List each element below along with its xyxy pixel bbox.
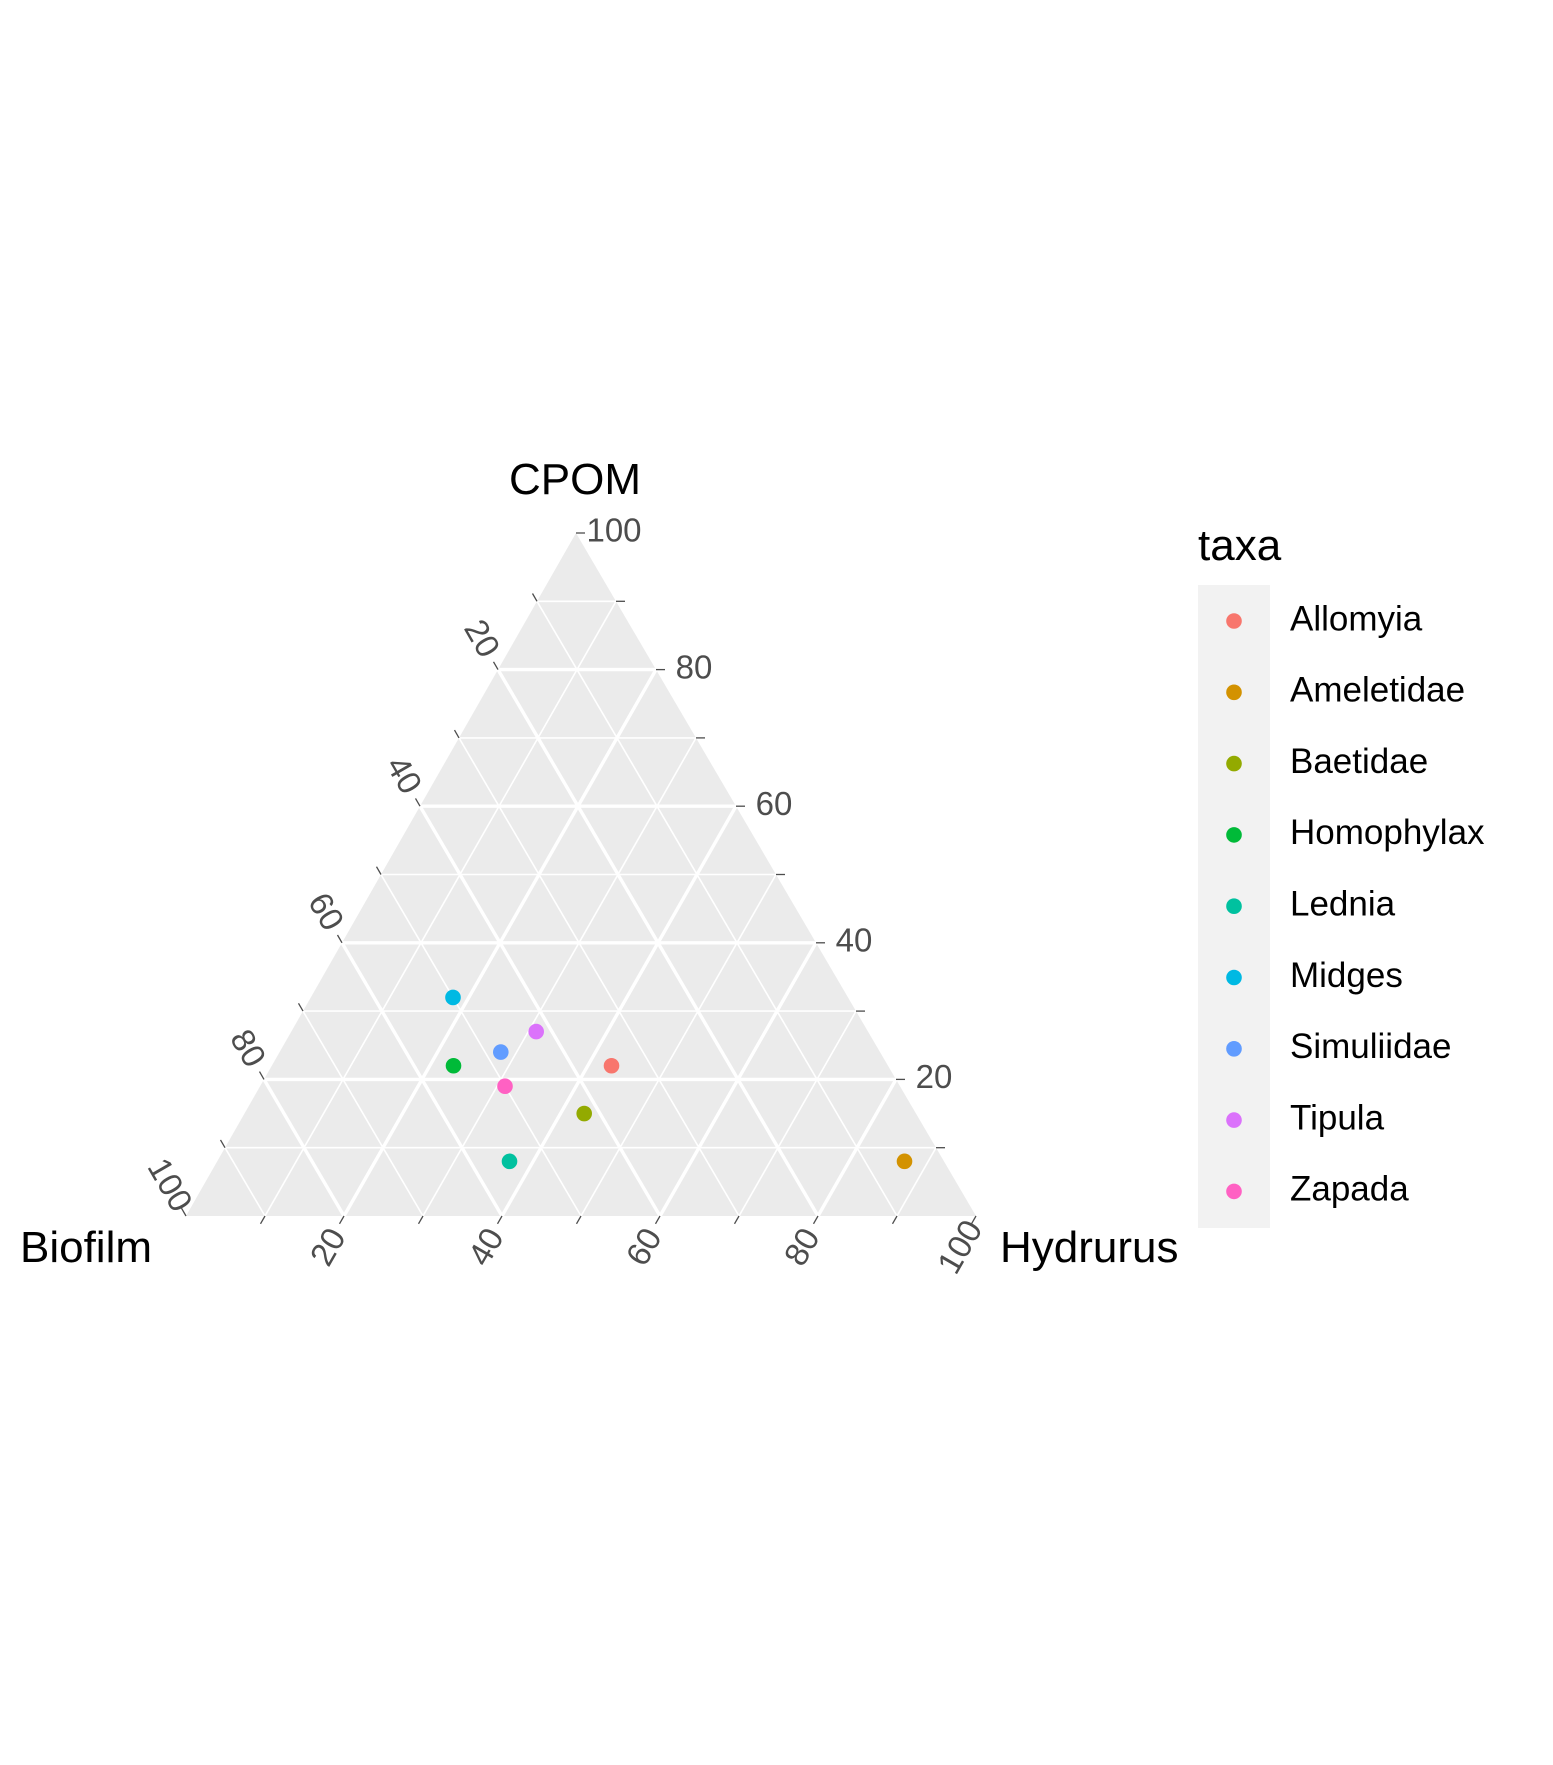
tick-label-hydrurus-60: 60 — [618, 1221, 668, 1271]
legend: taxa Allomyia Ameletidae Baetidae Homophyla… — [1198, 521, 1485, 1228]
tick-label-biofilm-80: 80 — [223, 1023, 273, 1073]
axis-title-right: Hydrurus — [1000, 1223, 1179, 1272]
tick-label-hydrurus-20: 20 — [302, 1221, 352, 1271]
tick-biofilm-90 — [219, 1139, 226, 1149]
gridline-biofilm-90-minor — [224, 1147, 266, 1217]
tick-biofilm-20 — [492, 661, 499, 670]
tick-label-biofilm-20: 20 — [457, 613, 507, 663]
legend-label-ameletidae: Ameletidae — [1290, 671, 1465, 710]
tick-hydrurus-50 — [575, 1215, 582, 1225]
point-ameletidae — [896, 1153, 913, 1170]
gridline-biofilm-50-minor — [380, 874, 582, 1217]
legend-key-tipula — [1226, 1112, 1242, 1128]
legend-key-allomyia — [1226, 613, 1242, 629]
point-tipula — [528, 1023, 544, 1040]
point-baetidae — [576, 1105, 592, 1122]
gridline-hydrurus-60-major — [658, 941, 818, 1217]
legend-items: Allomyia Ameletidae Baetidae Homophylax Ledn… — [1226, 599, 1485, 1209]
gridline-hydrurus-70-minor — [738, 1010, 857, 1217]
legend-label-simuliidae: Simuliidae — [1290, 1027, 1451, 1066]
tick-biofilm-70 — [297, 1002, 304, 1012]
tick-biofilm-30 — [453, 729, 460, 739]
tick-label-hydrurus-40: 40 — [460, 1221, 510, 1271]
legend-key-lednia — [1226, 898, 1242, 914]
tick-label-cpom-40: 40 — [836, 922, 873, 959]
tick-label-cpom-100: 100 — [586, 512, 641, 549]
tick-hydrurus-60 — [654, 1215, 661, 1225]
tick-biofilm-50 — [375, 866, 382, 875]
legend-label-homophylax: Homophylax — [1290, 813, 1485, 852]
ternary-points — [445, 989, 913, 1170]
legend-title: taxa — [1198, 521, 1282, 570]
tick-label-cpom-20: 20 — [916, 1058, 953, 1095]
ternary-gridlines — [224, 600, 937, 1217]
legend-label-lednia: Lednia — [1290, 884, 1396, 923]
gridline-biofilm-10-minor — [536, 600, 898, 1217]
tick-label-cpom-60: 60 — [756, 785, 793, 822]
legend-label-baetidae: Baetidae — [1290, 742, 1428, 781]
legend-label-allomyia: Allomyia — [1290, 599, 1423, 638]
gridline-hydrurus-10-minor — [264, 600, 617, 1217]
legend-key-homophylax — [1226, 827, 1242, 843]
tick-hydrurus-30 — [417, 1215, 424, 1225]
axis-title-top: CPOM — [509, 455, 641, 504]
legend-key-zapada — [1226, 1183, 1242, 1200]
gridline-hydrurus-50-minor — [580, 874, 777, 1217]
tick-biofilm-60 — [336, 934, 343, 944]
legend-label-tipula: Tipula — [1290, 1098, 1385, 1137]
tick-hydrurus-20 — [338, 1215, 345, 1225]
gridline-biofilm-70-minor — [302, 1010, 424, 1217]
tick-label-hydrurus-80: 80 — [776, 1221, 826, 1271]
tick-label-biofilm-40: 40 — [379, 750, 429, 800]
tick-label-hydrurus-100: 100 — [930, 1214, 990, 1280]
tick-biofilm-100 — [180, 1207, 187, 1217]
legend-label-midges: Midges — [1290, 956, 1403, 995]
gridline-hydrurus-80-major — [816, 1078, 898, 1217]
tick-label-cpom-80: 80 — [676, 648, 713, 685]
tick-hydrurus-40 — [496, 1215, 503, 1225]
point-allomyia — [603, 1057, 620, 1074]
point-lednia — [501, 1153, 518, 1170]
point-midges — [445, 989, 461, 1006]
legend-key-simuliidae — [1226, 1041, 1242, 1057]
gridline-biofilm-80-major — [262, 1078, 346, 1217]
gridline-hydrurus-90-minor — [896, 1147, 937, 1217]
tick-hydrurus-70 — [733, 1215, 740, 1225]
axis-title-left: Biofilm — [20, 1223, 152, 1272]
tick-label-biofilm-60: 60 — [301, 886, 351, 936]
gridline-biofilm-30-minor — [458, 737, 740, 1217]
tick-hydrurus-100 — [970, 1215, 977, 1225]
tick-hydrurus-90 — [891, 1215, 898, 1225]
gridline-biofilm-60-major — [340, 941, 504, 1217]
point-simuliidae — [493, 1044, 509, 1060]
legend-key-midges — [1226, 969, 1242, 986]
tick-hydrurus-10 — [259, 1215, 266, 1225]
point-zapada — [497, 1078, 513, 1095]
legend-key-baetidae — [1226, 755, 1242, 772]
tick-biofilm-80 — [258, 1071, 265, 1080]
gridline-hydrurus-30-minor — [422, 737, 697, 1217]
tick-biofilm-40 — [414, 798, 421, 807]
point-homophylax — [445, 1057, 462, 1074]
legend-key-ameletidae — [1226, 684, 1242, 701]
legend-label-zapada: Zapada — [1290, 1170, 1409, 1209]
tick-biofilm-10 — [531, 593, 538, 602]
tick-hydrurus-80 — [812, 1215, 819, 1225]
